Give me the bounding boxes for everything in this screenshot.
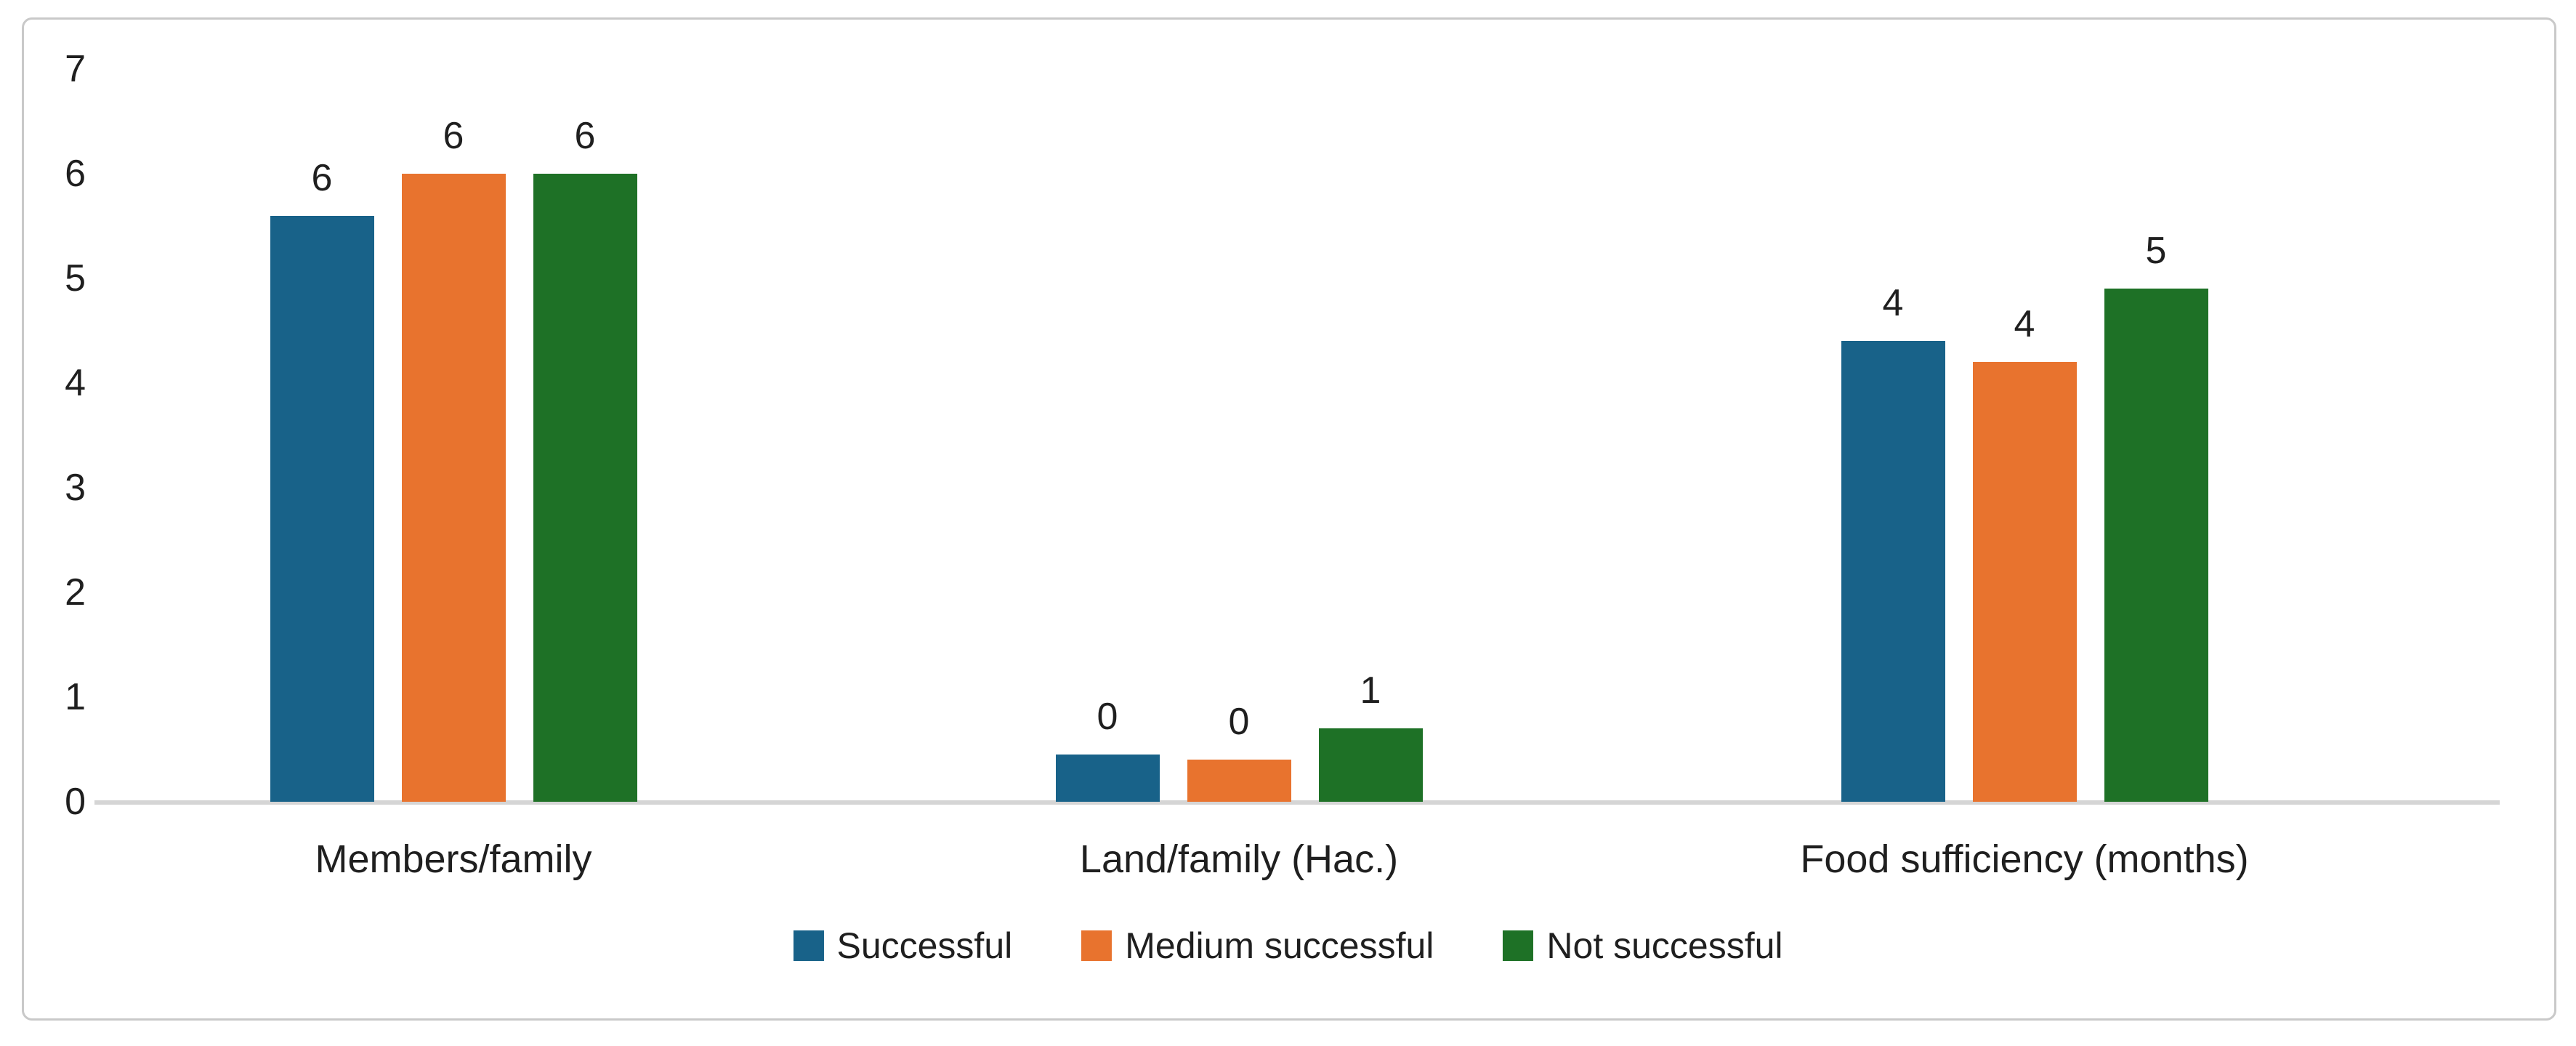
y-axis-tick-label: 1	[65, 676, 86, 718]
legend-label-medium-successful: Medium successful	[1125, 925, 1434, 966]
data-label: 6	[574, 115, 596, 157]
category-label-land-family-hac: Land/family (Hac.)	[1079, 837, 1399, 881]
bar-successful-members-family	[270, 216, 374, 802]
y-axis-tick-label: 0	[65, 781, 86, 823]
category-label-members-family: Members/family	[315, 837, 592, 881]
legend-item-not-successful: Not successful	[1503, 925, 1783, 967]
legend-item-successful: Successful	[793, 925, 1012, 967]
bar-medium-successful-members-family	[401, 174, 506, 802]
bar-successful-food-sufficiency-months	[1841, 341, 1945, 802]
legend-swatch-successful	[793, 930, 824, 961]
legend-swatch-medium-successful	[1081, 930, 1113, 961]
y-axis-tick-label: 6	[65, 153, 86, 195]
data-label: 5	[2145, 230, 2167, 272]
data-label: 0	[1097, 696, 1118, 738]
data-label: 1	[1360, 669, 1381, 712]
legend-item-medium-successful: Medium successful	[1081, 925, 1434, 967]
x-axis-line	[94, 800, 2500, 805]
data-label: 0	[1228, 701, 1250, 743]
bar-not-successful-land-family-hac	[1318, 728, 1423, 802]
y-axis-tick-label: 2	[65, 571, 86, 613]
bar-not-successful-members-family	[533, 174, 637, 802]
bar-medium-successful-food-sufficiency-months	[1972, 362, 2077, 802]
bar-successful-land-family-hac	[1055, 755, 1160, 802]
legend-label-successful: Successful	[836, 925, 1013, 966]
legend-label-not-successful: Not successful	[1546, 925, 1783, 966]
data-label: 4	[2014, 303, 2035, 345]
y-axis-tick-label: 3	[65, 467, 86, 509]
bar-not-successful-food-sufficiency-months	[2104, 289, 2208, 802]
data-label: 6	[443, 115, 464, 157]
y-axis-tick-label: 7	[65, 48, 86, 90]
category-label-food-sufficiency-months: Food sufficiency (months)	[1800, 837, 2249, 881]
data-label: 4	[1882, 282, 1904, 324]
y-axis-tick-label: 5	[65, 257, 86, 299]
bar-medium-successful-land-family-hac	[1187, 760, 1291, 802]
data-label: 6	[311, 157, 333, 199]
legend-swatch-not-successful	[1503, 930, 1534, 961]
legend: Successful Medium successful Not successfu…	[793, 925, 1783, 967]
y-axis-tick-label: 4	[65, 362, 86, 404]
